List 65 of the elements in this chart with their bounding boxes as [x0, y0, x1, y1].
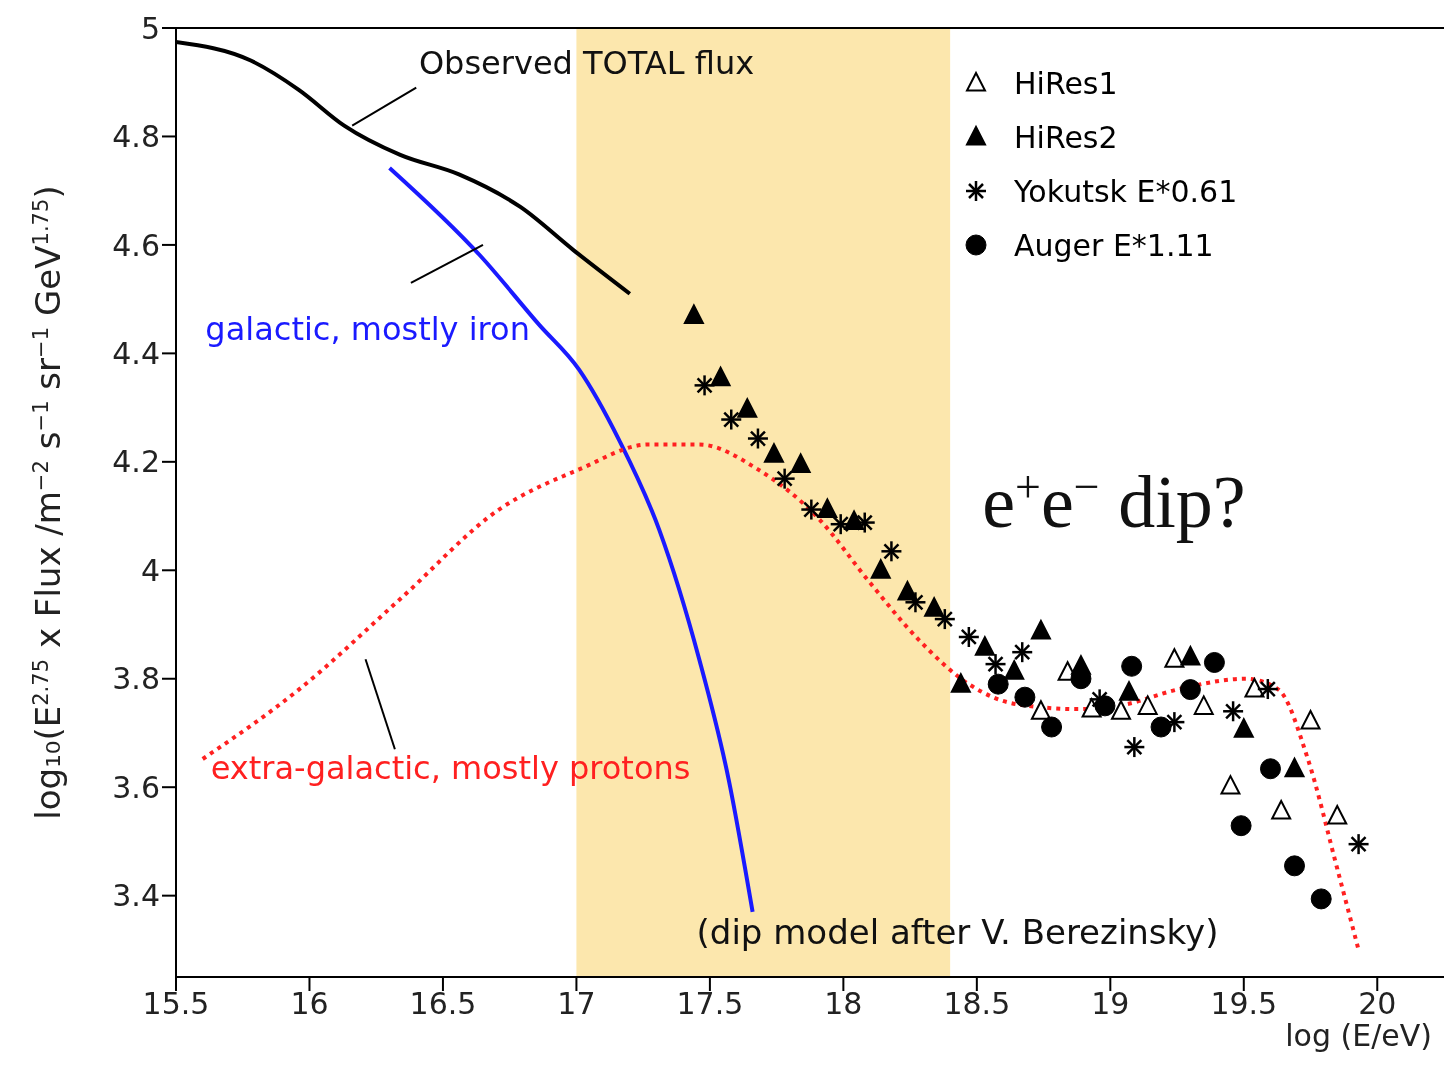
- point: [1041, 716, 1063, 738]
- point: [817, 498, 838, 519]
- legend-label: HiRes2: [1014, 119, 1118, 155]
- point: [737, 398, 758, 418]
- legend-label: HiRes1: [1014, 65, 1118, 101]
- point: [1233, 718, 1254, 738]
- point: [1284, 855, 1306, 877]
- point: [1310, 888, 1332, 910]
- x-tick-label: 18: [824, 986, 863, 1022]
- point: [1030, 620, 1051, 640]
- point: [1119, 681, 1139, 701]
- y-tick-label: 4: [140, 552, 160, 588]
- y-tick-label: 4.2: [112, 444, 160, 480]
- point: [870, 559, 891, 579]
- y-tick-label: 3.6: [112, 769, 160, 805]
- y-tick-label: 3.8: [112, 661, 160, 697]
- point: [763, 443, 784, 463]
- y-tick-label: 3.4: [112, 878, 160, 914]
- point: [987, 673, 1009, 695]
- point: [924, 597, 945, 617]
- point: [1094, 695, 1116, 717]
- point: [1121, 655, 1143, 677]
- x-tick-label: 19.5: [1210, 986, 1278, 1022]
- point: [1203, 651, 1225, 673]
- point: [1164, 648, 1185, 668]
- point: [710, 366, 731, 387]
- point: [1030, 700, 1051, 720]
- point: [1271, 800, 1292, 820]
- point: [1244, 678, 1265, 698]
- point: [790, 453, 811, 474]
- y-tick-label: 5: [140, 10, 160, 46]
- series-label: extra-galactic, mostly protons: [210, 749, 691, 788]
- point: [683, 304, 704, 324]
- point: [1284, 757, 1305, 778]
- x-tick-label: 17: [557, 986, 596, 1022]
- point: [1179, 679, 1201, 701]
- x-tick-label: 19: [1091, 986, 1130, 1022]
- annotation: (dip model after V. Berezinsky): [696, 912, 1219, 953]
- point: [1110, 700, 1131, 720]
- text: Observed TOTAL flux: [418, 44, 755, 83]
- point: [1180, 646, 1201, 666]
- y-tick-label: 4.4: [112, 336, 160, 372]
- y-tick-label: 4.8: [112, 119, 160, 155]
- point: [1193, 695, 1214, 715]
- point: [1137, 695, 1158, 715]
- series-label: galactic, mostly iron: [205, 309, 530, 348]
- y-tick-label: 4.6: [112, 227, 160, 263]
- x-tick-label: 16: [290, 986, 329, 1022]
- x-tick-label: 15.5: [142, 986, 210, 1022]
- point: [950, 673, 971, 693]
- x-tick-label: 18.5: [943, 986, 1011, 1022]
- point: [1014, 686, 1036, 708]
- point: [1150, 716, 1172, 738]
- point: [1300, 710, 1321, 730]
- legend-label: Auger E*1.11: [1014, 227, 1214, 263]
- legend-label: Yokutsk E*0.61: [1014, 173, 1238, 209]
- point: [1220, 775, 1241, 795]
- x-tick-label: 17.5: [676, 986, 744, 1022]
- point: [974, 636, 995, 656]
- x-tick-label: 16.5: [409, 986, 477, 1022]
- point: [1230, 815, 1252, 837]
- annotation: e$^{+}$e$^{−}$ dip?: [982, 460, 1246, 543]
- point: [1259, 758, 1281, 780]
- point: [1004, 660, 1025, 680]
- point: [1327, 804, 1348, 825]
